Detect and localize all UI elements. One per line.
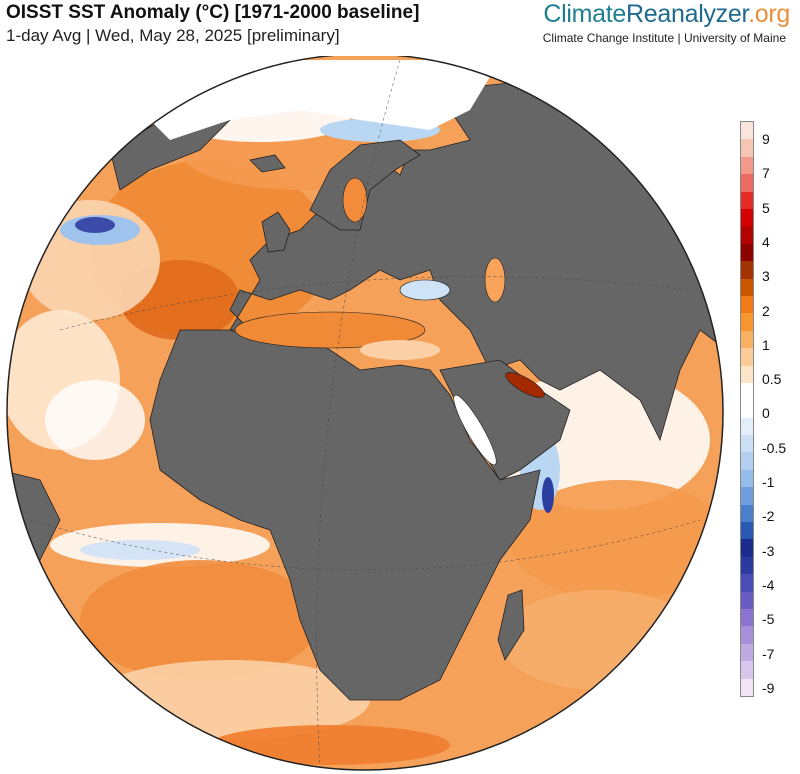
legend-swatch bbox=[741, 643, 753, 662]
brand-name-reanalyzer: Reanalyzer bbox=[626, 0, 749, 28]
persian-gulf bbox=[505, 372, 545, 398]
legend-swatch bbox=[741, 556, 753, 575]
black-sea bbox=[399, 279, 451, 301]
legend-swatch bbox=[741, 382, 753, 401]
legend-swatch bbox=[741, 417, 753, 436]
land-british-isles bbox=[261, 211, 291, 253]
map-subtitle: 1-day Avg | Wed, May 28, 2025 [prelimina… bbox=[6, 26, 340, 45]
inland-seas bbox=[234, 177, 545, 466]
map-title: OISST SST Anomaly (°C) [1971-2000 baseli… bbox=[6, 2, 420, 23]
legend-label: 3 bbox=[762, 268, 770, 285]
brand-logo[interactable]: ClimateReanalyzer.org bbox=[543, 0, 790, 29]
legend-swatch bbox=[741, 243, 753, 262]
brand-affiliation: Climate Change Institute | University of… bbox=[542, 31, 786, 45]
legend-label: -5 bbox=[762, 611, 775, 628]
legend-label: -9 bbox=[762, 679, 775, 696]
legend-label: 2 bbox=[762, 302, 770, 319]
baltic-sea bbox=[342, 177, 368, 223]
legend-swatch bbox=[741, 226, 753, 245]
legend-label: -3 bbox=[762, 542, 775, 559]
legend-swatch bbox=[741, 295, 753, 314]
brand-name-climate: Climate bbox=[543, 0, 627, 28]
legend-swatch bbox=[741, 348, 753, 366]
legend-label: -1 bbox=[762, 474, 775, 490]
legend-swatch bbox=[741, 435, 753, 453]
legend-swatch bbox=[741, 261, 753, 280]
legend-label: 4 bbox=[762, 233, 770, 250]
mediterranean-sea bbox=[234, 311, 426, 349]
legend-swatch bbox=[741, 191, 753, 210]
legend-label: 0.5 bbox=[762, 371, 782, 388]
legend-swatch bbox=[741, 504, 753, 523]
legend-swatch bbox=[741, 522, 753, 540]
legend-swatch bbox=[741, 626, 753, 645]
legend-swatch bbox=[741, 487, 753, 506]
legend-color-bar bbox=[740, 121, 754, 697]
legend-label: 0 bbox=[762, 405, 770, 422]
legend-swatch bbox=[741, 591, 753, 610]
legend-swatch bbox=[741, 208, 753, 227]
legend-swatch bbox=[741, 678, 753, 697]
graticule bbox=[29, 59, 701, 770]
legend-swatch bbox=[741, 313, 753, 332]
legend-swatch bbox=[741, 452, 753, 471]
legend-swatch bbox=[741, 539, 753, 558]
legend-swatch bbox=[741, 174, 753, 193]
legend-swatch bbox=[741, 365, 753, 384]
land-iceland bbox=[249, 154, 286, 173]
brand-name-org: .org bbox=[748, 0, 790, 28]
legend-label: 1 bbox=[762, 336, 770, 353]
legend-label: 9 bbox=[762, 131, 770, 147]
legend-swatch bbox=[741, 330, 753, 349]
red-sea bbox=[453, 394, 497, 466]
land-scandinavia bbox=[309, 139, 421, 231]
legend-swatch bbox=[741, 122, 753, 140]
legend-swatch bbox=[741, 278, 753, 297]
legend-label: -2 bbox=[762, 508, 775, 525]
legend-label: -0.5 bbox=[762, 439, 787, 456]
legend-label: 5 bbox=[762, 199, 770, 216]
legend-label: 7 bbox=[762, 165, 770, 182]
arctic-ice bbox=[150, 60, 500, 140]
legend-swatch bbox=[741, 139, 753, 158]
caspian-sea bbox=[484, 257, 506, 303]
land-africa bbox=[149, 329, 541, 701]
land-madagascar bbox=[497, 589, 525, 661]
legend-swatch bbox=[741, 609, 753, 627]
legend-swatch bbox=[741, 469, 753, 488]
legend-swatch bbox=[741, 156, 753, 175]
legend-label: -7 bbox=[762, 645, 775, 662]
globe-outline bbox=[6, 56, 724, 771]
legend-swatch bbox=[741, 400, 753, 419]
legend-label: -4 bbox=[762, 576, 775, 593]
land-masses bbox=[7, 79, 723, 701]
globe-map bbox=[6, 56, 724, 771]
legend-swatch bbox=[741, 574, 753, 593]
legend-swatch bbox=[741, 661, 753, 680]
